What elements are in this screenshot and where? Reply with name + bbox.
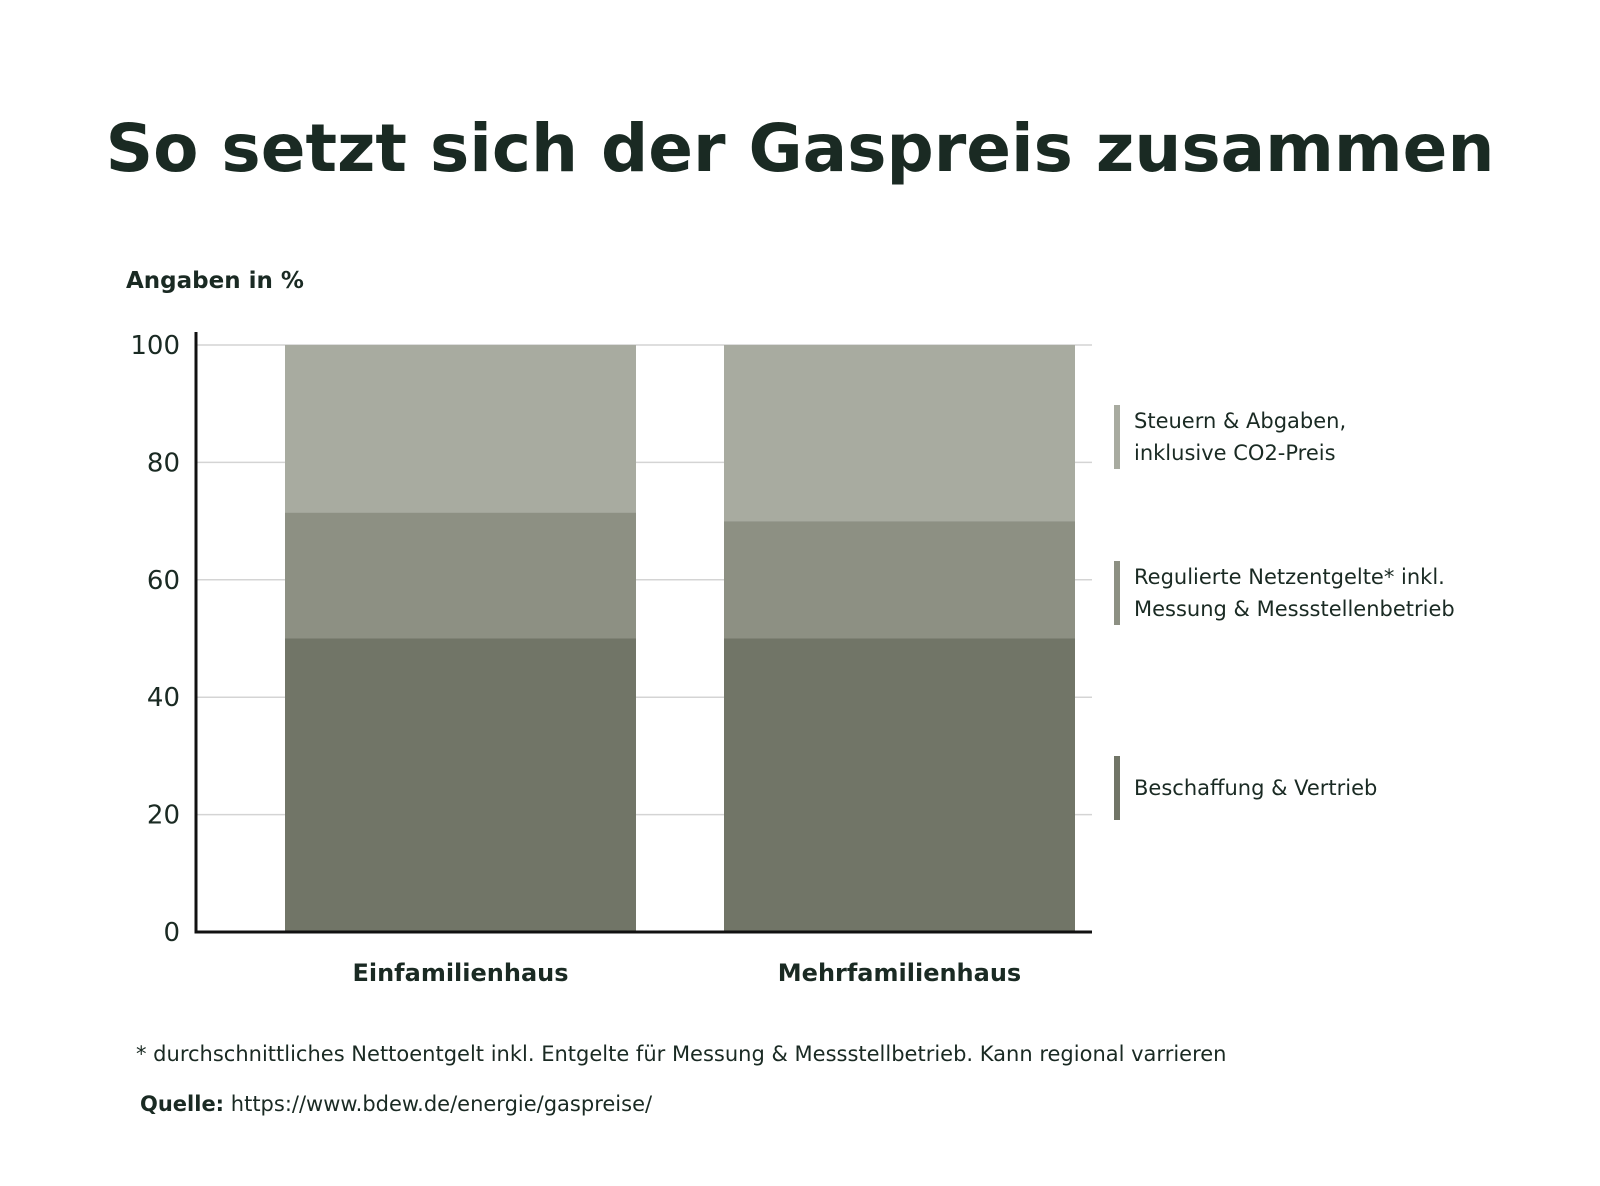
y-tick-label: 40 [147, 683, 180, 713]
legend-marker [1114, 756, 1120, 820]
unit-label: Angaben in % [126, 268, 304, 294]
legend-marker [1114, 405, 1120, 469]
footnote: * durchschnittliches Nettoentgelt inkl. … [136, 1042, 1227, 1066]
y-tick-label: 20 [147, 801, 180, 831]
chart-title: So setzt sich der Gaspreis zusammen [105, 110, 1495, 187]
bar-segment [285, 638, 636, 932]
source-url[interactable]: https://www.bdew.de/energie/gaspreise/ [230, 1092, 653, 1116]
bar-segment [724, 638, 1075, 932]
x-tick-label: Mehrfamilienhaus [778, 959, 1021, 987]
bar-segment [724, 345, 1075, 522]
y-tick-label: 80 [147, 448, 180, 478]
source-line: Quelle: https://www.bdew.de/energie/gasp… [140, 1092, 652, 1116]
source-label: Quelle: [140, 1092, 225, 1116]
legend-label: Regulierte Netzentgelte* inkl. [1134, 565, 1445, 589]
legend-label: Beschaffung & Vertrieb [1134, 776, 1377, 800]
bar-segment [285, 345, 636, 513]
bar-segment [724, 521, 1075, 639]
y-tick-label: 60 [147, 566, 180, 596]
x-tick-label: Einfamilienhaus [352, 959, 568, 987]
legend-label: Steuern & Abgaben, [1134, 409, 1346, 433]
legend-marker [1114, 561, 1120, 625]
y-tick-label: 0 [163, 918, 180, 948]
bar-segment [285, 512, 636, 639]
legend-label: inklusive CO2-Preis [1134, 441, 1336, 465]
legend-label: Messung & Messstellenbetrieb [1134, 597, 1455, 621]
y-tick-label: 100 [130, 331, 180, 361]
